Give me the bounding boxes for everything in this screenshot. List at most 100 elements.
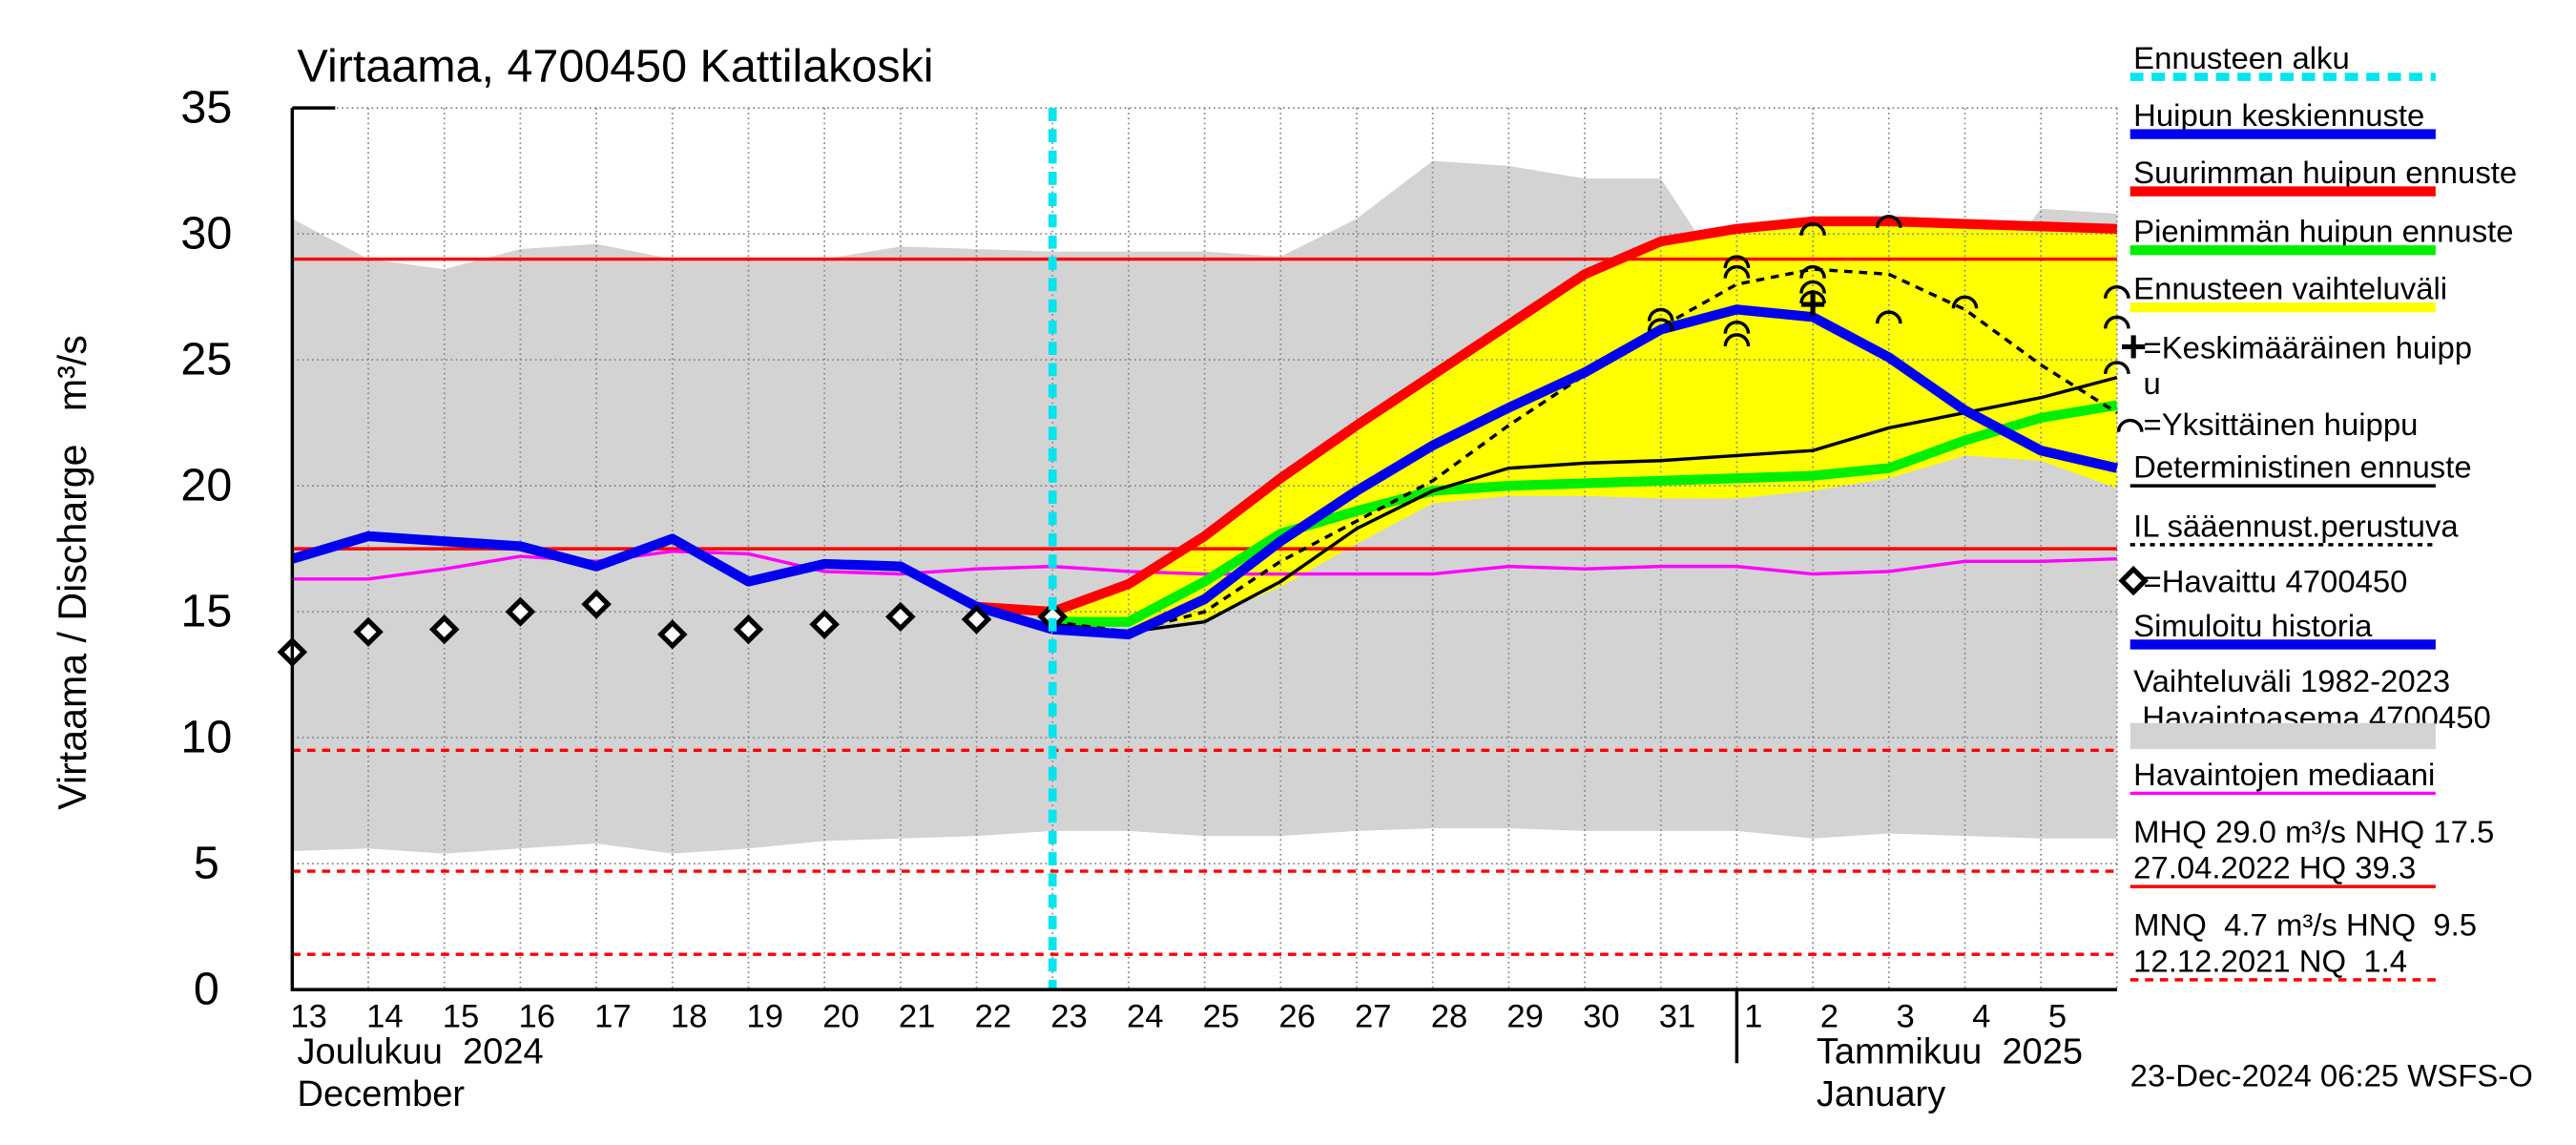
- x-tick-label: 17: [594, 999, 631, 1035]
- observed-marker: [428, 614, 460, 645]
- x-tick-label: 31: [1659, 999, 1695, 1035]
- range-band: [1128, 251, 1205, 837]
- x-tick-label: 21: [899, 999, 935, 1035]
- series-line: [1051, 267, 2118, 634]
- x-tick-label: 23: [1050, 999, 1087, 1035]
- range-band: [900, 246, 977, 839]
- chart-title: Virtaama, 4700450 Kattilakoski: [298, 41, 934, 93]
- legend-text: MHQ 29.0 m³/s NHQ 17.5: [2133, 814, 2494, 849]
- x-tick-label: 4: [1972, 999, 1990, 1035]
- x-tick-label: 13: [290, 999, 326, 1035]
- legend-text: Suurimman huipun ennuste: [2133, 155, 2517, 190]
- single-peak: [1875, 310, 1902, 324]
- x-tick-label: 29: [1506, 999, 1543, 1035]
- range-band: [1585, 241, 1661, 499]
- range-band: [1432, 324, 1509, 504]
- series-line: [1052, 400, 2118, 627]
- observed-marker: [885, 601, 916, 633]
- y-axis-label: Virtaama / Discharge m³/s: [51, 335, 94, 810]
- mean-peak: [1800, 293, 1825, 317]
- legend-text: Pienimmän huipun ennuste: [2133, 214, 2513, 249]
- range-band: [1813, 220, 1889, 491]
- y-tick-label: 5: [194, 838, 219, 889]
- month-label: Tammikuu 2025: [1817, 1031, 2083, 1072]
- axis: [290, 106, 2117, 991]
- x-tick-label: 3: [1896, 999, 1914, 1035]
- single-peak: [1723, 255, 1751, 269]
- single-peak: [1799, 222, 1826, 236]
- single-peak: [1799, 280, 1826, 294]
- range-band: [1888, 220, 1965, 479]
- observed-marker: [505, 596, 536, 627]
- legend-text: MNQ 4.7 m³/s HNQ 9.5: [2133, 907, 2477, 943]
- single-peak: [2104, 285, 2130, 299]
- range-band: [520, 243, 597, 849]
- y-tick-label: 15: [180, 586, 232, 637]
- month-label: December: [298, 1074, 466, 1114]
- single-peak: [2104, 315, 2130, 329]
- observed-marker: [733, 614, 764, 645]
- range-band: [1052, 251, 1129, 831]
- single-peak: [1723, 333, 1751, 347]
- range-band: [292, 219, 369, 851]
- range-band: [368, 259, 445, 854]
- single-peak: [1647, 318, 1674, 332]
- y-tick-label: 0: [194, 964, 219, 1015]
- single-peak: [1799, 264, 1826, 279]
- x-tick-label: 25: [1203, 999, 1239, 1035]
- x-tick-label: 1: [1744, 999, 1762, 1035]
- y-tick-label: 25: [180, 334, 232, 385]
- legend-text: Vaihteluväli 1982-2023: [2133, 663, 2450, 698]
- x-tick-label: 28: [1431, 999, 1467, 1035]
- range-band: [444, 248, 521, 854]
- legend-text: 12.12.2021 NQ 1.4: [2133, 943, 2407, 978]
- range-band: [1508, 165, 1586, 831]
- single-peak: [1951, 295, 1979, 309]
- legend-text: =Keskimääräinen huipp: [2144, 330, 2473, 365]
- observed-marker: [353, 616, 384, 647]
- legend-text: Ennusteen vaihteluväli: [2133, 271, 2447, 306]
- legend-symbol: [2118, 565, 2149, 596]
- y-tick-label: 20: [180, 460, 232, 511]
- legend-text: Deterministinen ennuste: [2133, 449, 2472, 485]
- x-tick-label: 20: [822, 999, 859, 1035]
- x-tick-label: 18: [671, 999, 707, 1035]
- legend-text: IL sääennust.perustuva: [2133, 508, 2459, 543]
- timestamp: 23-Dec-2024 06:25 WSFS-O: [2130, 1057, 2533, 1093]
- x-tick-label: 19: [747, 999, 783, 1035]
- legend-symbol: [2122, 335, 2146, 359]
- legend-text: Ennusteen alku: [2133, 40, 2350, 75]
- x-tick-label: 16: [518, 999, 554, 1035]
- series-line: [290, 531, 1054, 635]
- legend-text: Havaintojen mediaani: [2133, 757, 2435, 792]
- single-peak: [2104, 361, 2130, 375]
- single-peak: [1647, 307, 1674, 322]
- y-tick-label: 30: [180, 208, 232, 260]
- single-peak: [1723, 264, 1751, 279]
- month-label: January: [1817, 1074, 1945, 1114]
- range-band: [976, 248, 1053, 837]
- single-peak: [1723, 320, 1751, 334]
- x-tick-label: 15: [443, 999, 479, 1035]
- observed-marker: [581, 589, 612, 619]
- legend-text: Simuloitu historia: [2133, 608, 2373, 643]
- legend-symbol: [2116, 418, 2144, 432]
- series-line: [1052, 375, 2118, 634]
- x-tick-label: 30: [1583, 999, 1619, 1035]
- x-tick-label: 27: [1355, 999, 1391, 1035]
- range-band: [2041, 226, 2117, 489]
- observed-marker: [656, 619, 688, 650]
- x-tick-label: 2: [1820, 999, 1839, 1035]
- observed-marker: [961, 604, 992, 635]
- x-tick-label: 24: [1127, 999, 1163, 1035]
- y-tick-label: 10: [180, 712, 232, 763]
- x-tick-label: 22: [975, 999, 1011, 1035]
- single-peak: [1799, 290, 1826, 304]
- legend-text: 27.04.2022 HQ 39.3: [2133, 850, 2416, 885]
- series-line: [1051, 304, 2119, 640]
- legend-text: u: [2144, 365, 2161, 401]
- y-tick-label: 35: [180, 82, 232, 134]
- x-tick-label: 5: [2048, 999, 2067, 1035]
- x-tick-label: 14: [366, 999, 403, 1035]
